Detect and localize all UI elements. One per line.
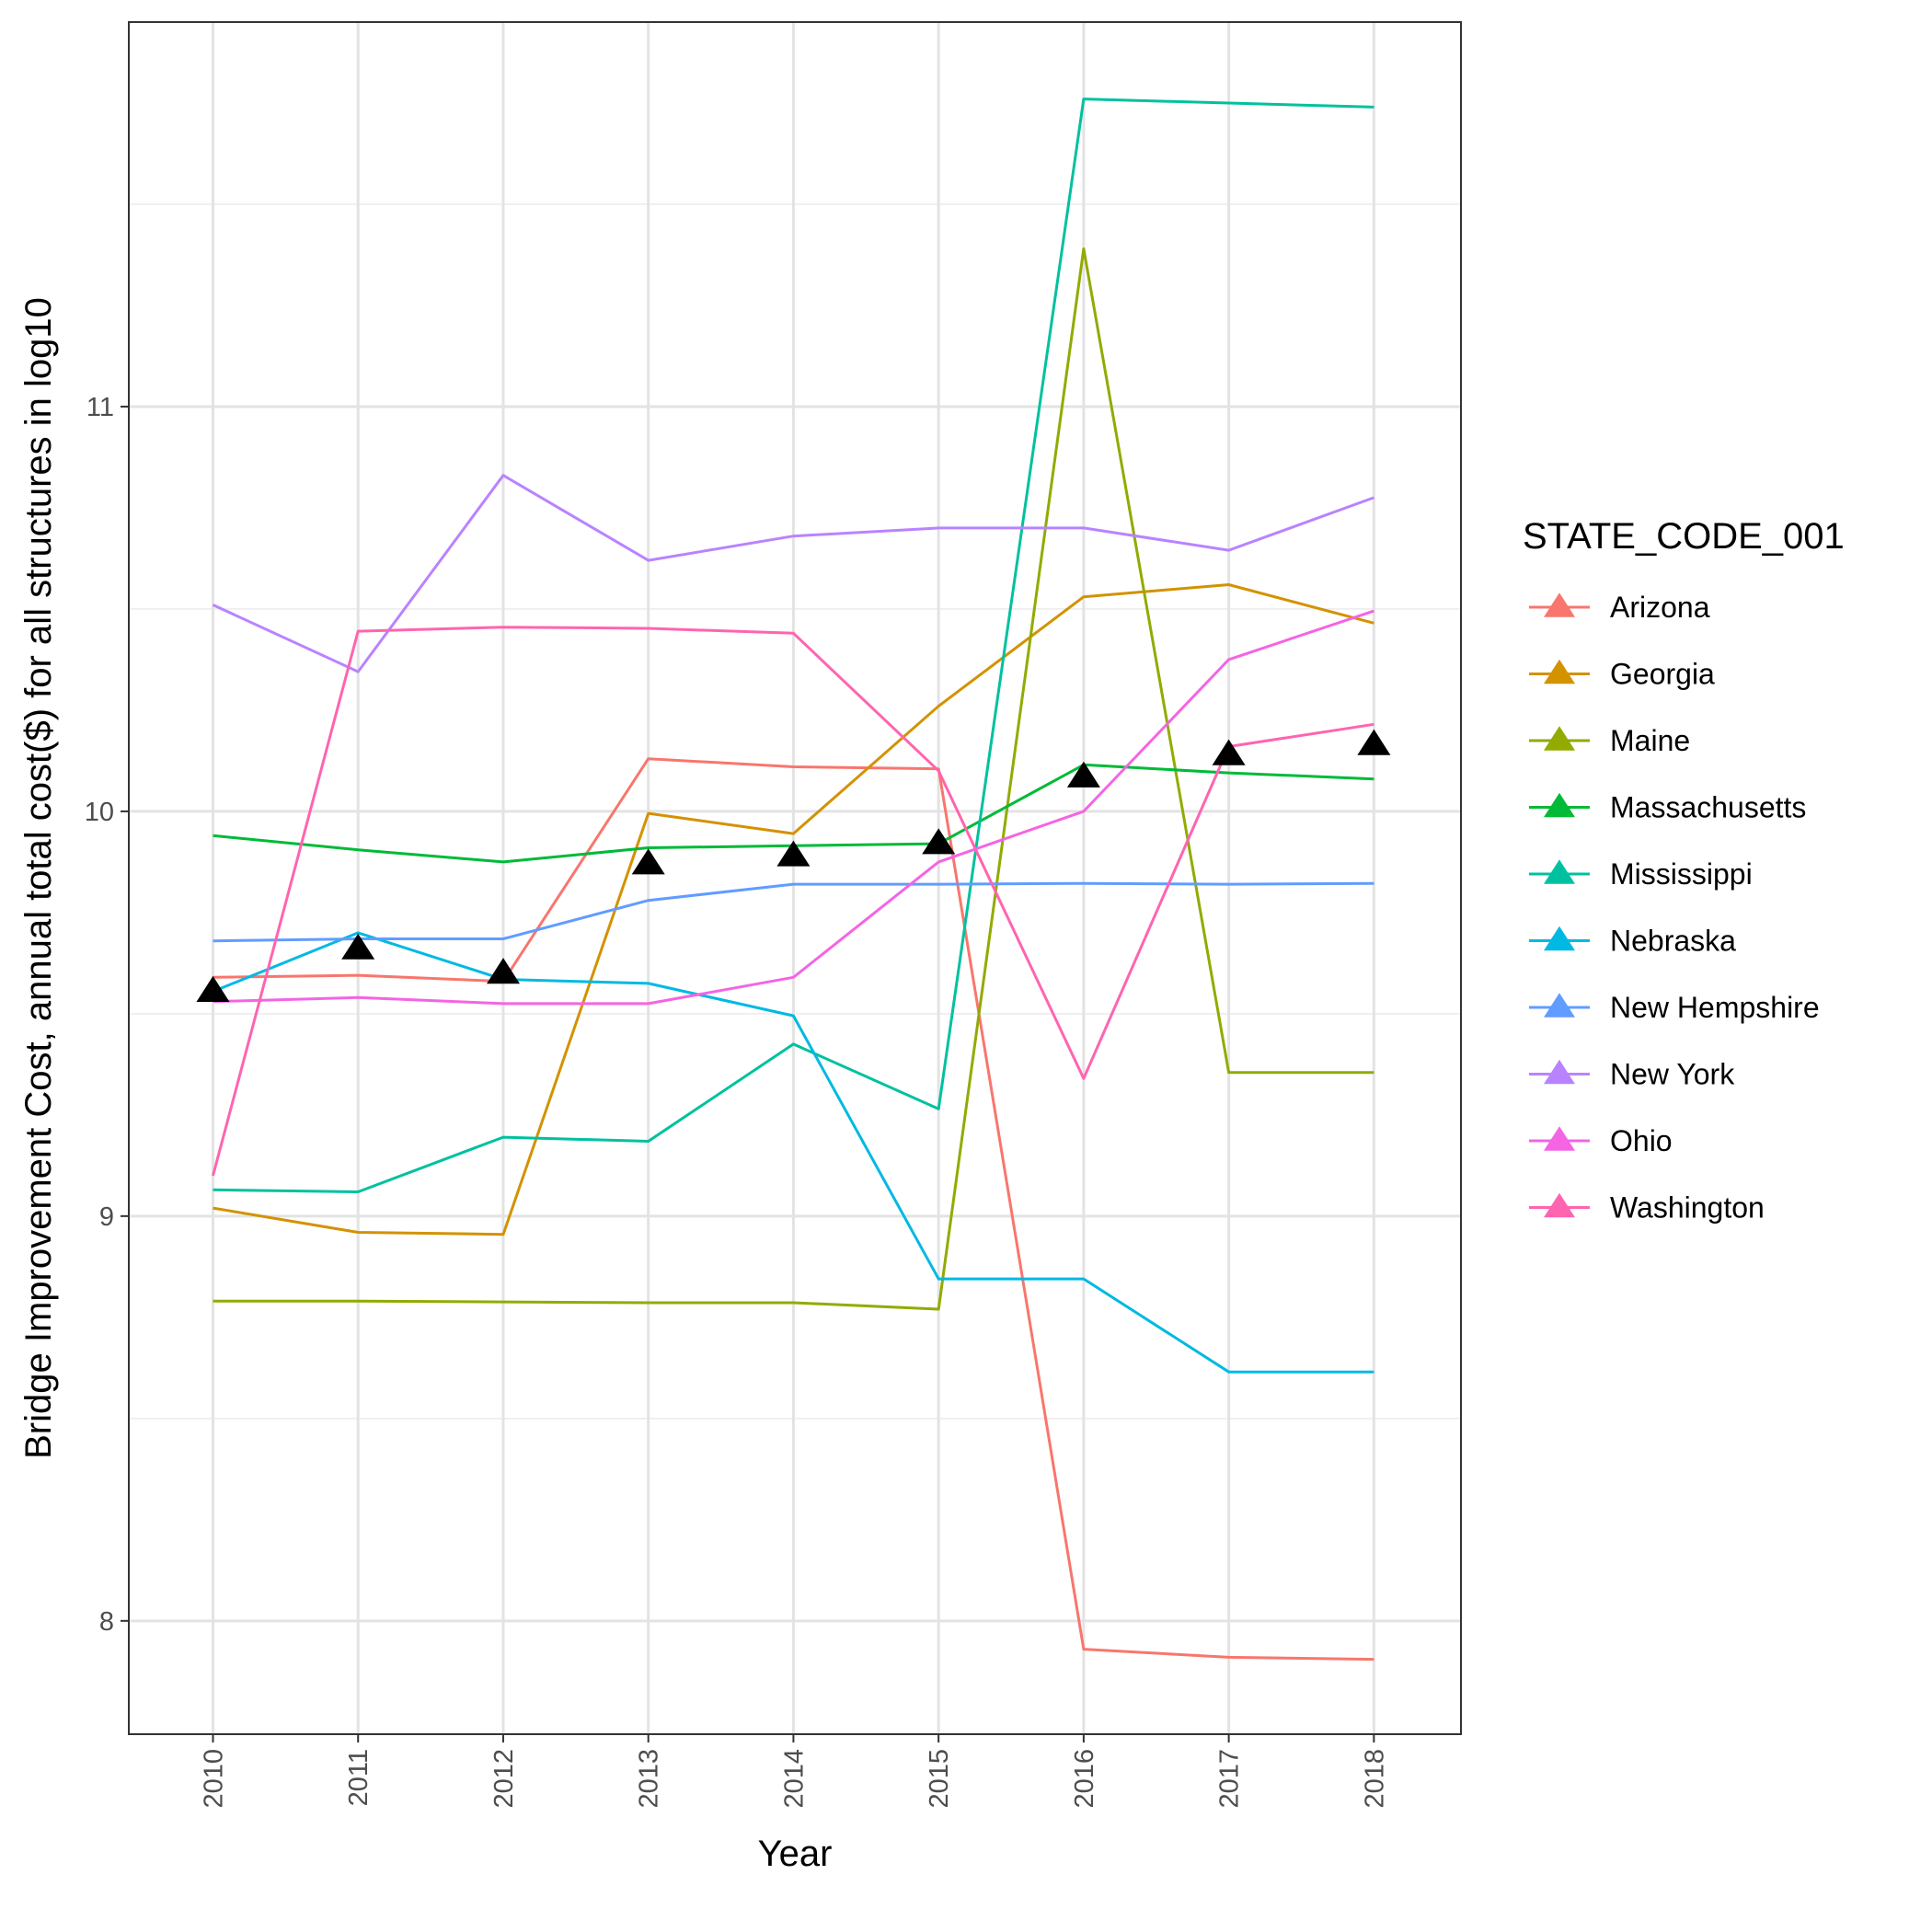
x-tick-label: 2010 [199, 1749, 228, 1809]
legend-title: STATE_CODE_001 [1523, 516, 1845, 557]
mean-marker [922, 828, 956, 855]
legend-label: Arizona [1610, 591, 1710, 624]
legend-key-triangle [1544, 993, 1575, 1018]
series-line-new-york [212, 474, 1374, 673]
legend-key-triangle [1544, 726, 1575, 751]
series-line-nebraska [212, 931, 1374, 1374]
y-tick-label: 8 [99, 1607, 114, 1637]
legend-label: Mississippi [1610, 857, 1753, 891]
series-line-washington [212, 626, 1374, 1177]
mean-marker [1357, 729, 1391, 755]
legend-key-triangle [1544, 1126, 1575, 1151]
legend: STATE_CODE_001 Arizona Georgia Maine Massac… [1523, 516, 1845, 1225]
legend-items: Arizona Georgia Maine Massachusetts Mississi… [1529, 591, 1820, 1225]
legend-key-triangle [1544, 926, 1575, 951]
legend-item: Georgia [1529, 658, 1715, 691]
series-line-new-hempshire [213, 881, 1374, 943]
legend-label: New Hempshire [1610, 991, 1820, 1024]
legend-item: Nebraska [1529, 925, 1736, 958]
x-tick-label: 2014 [779, 1749, 809, 1809]
x-tick-label: 2018 [1360, 1749, 1389, 1809]
legend-key-triangle [1544, 592, 1575, 617]
series-line-mississippi [213, 98, 1374, 1193]
series-line-maine [213, 247, 1374, 1311]
y-axis-title: Bridge Improvement Cost, annual total co… [18, 297, 59, 1459]
mean-marker [196, 975, 230, 1002]
legend-item: Mississippi [1529, 857, 1753, 891]
x-axis: 2010 2011 2012 2013 2014 2015 2016 2017 2018 [199, 1734, 1389, 1809]
mean-markers [196, 729, 1391, 1002]
legend-item: Washington [1529, 1191, 1765, 1225]
series-line-georgia [213, 583, 1374, 1236]
mean-marker [1212, 739, 1246, 765]
mean-marker [1066, 761, 1100, 788]
legend-key-triangle [1544, 659, 1575, 684]
x-tick-label: 2015 [925, 1749, 954, 1809]
series-line-ohio [213, 609, 1374, 1006]
y-tick-label: 9 [99, 1202, 114, 1232]
series-line-arizona [213, 757, 1374, 1662]
legend-key-triangle [1544, 1192, 1575, 1218]
legend-label: Nebraska [1610, 925, 1736, 958]
mean-marker [776, 840, 811, 867]
y-axis: 8 9 10 11 [85, 393, 129, 1637]
legend-item: New Hempshire [1529, 991, 1820, 1024]
legend-label: Georgia [1610, 658, 1715, 691]
legend-item: Arizona [1529, 591, 1710, 624]
x-tick-label: 2011 [344, 1749, 374, 1806]
panel-border [128, 21, 1462, 1735]
x-tick-label: 2013 [635, 1749, 664, 1809]
legend-item: New York [1529, 1058, 1735, 1091]
legend-label: New York [1610, 1058, 1735, 1091]
mean-marker [631, 848, 665, 875]
legend-item: Ohio [1529, 1124, 1673, 1157]
legend-item: Maine [1529, 724, 1690, 757]
legend-item: Massachusetts [1529, 791, 1806, 824]
legend-label: Maine [1610, 724, 1690, 757]
x-tick-label: 2016 [1070, 1749, 1099, 1809]
grid-lines [129, 22, 1461, 1734]
x-tick-label: 2012 [489, 1749, 519, 1809]
legend-label: Massachusetts [1610, 791, 1806, 824]
legend-key-triangle [1544, 792, 1575, 818]
legend-key-triangle [1544, 1059, 1575, 1085]
y-tick-label: 11 [86, 393, 114, 422]
legend-label: Washington [1610, 1191, 1765, 1225]
series-lines [212, 98, 1374, 1662]
legend-key-triangle [1544, 859, 1575, 884]
mean-marker [487, 958, 520, 984]
y-tick-label: 10 [85, 798, 114, 827]
mean-marker [341, 933, 375, 960]
legend-label: Ohio [1610, 1124, 1673, 1157]
x-tick-label: 2017 [1215, 1749, 1245, 1809]
x-axis-title: Year [758, 1834, 833, 1874]
